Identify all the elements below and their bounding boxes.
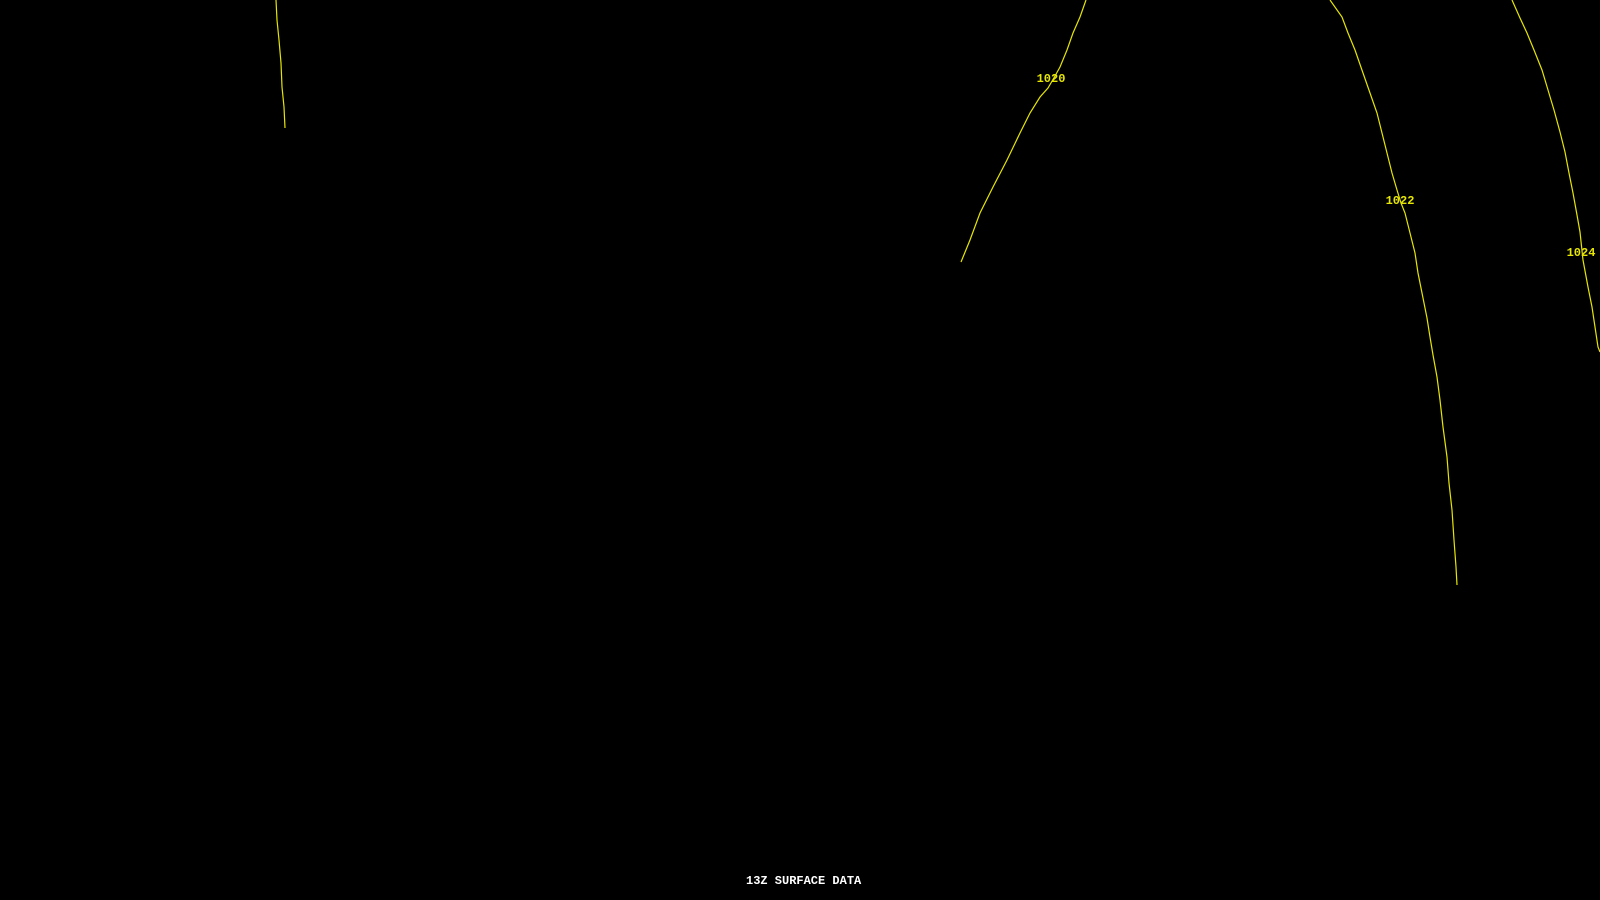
isobar-label-1022: 1022 xyxy=(1386,194,1415,208)
isobar-label-1024: 1024 xyxy=(1567,246,1596,260)
isobar-line-1024 xyxy=(1511,0,1600,353)
map-footer-title: 13Z SURFACE DATA xyxy=(746,874,862,888)
isobar-line-1022 xyxy=(1329,0,1458,586)
isobar-label-1020: 1020 xyxy=(1037,72,1066,86)
isobar-line-1020 xyxy=(960,0,1087,263)
isobar-line-unlabeled xyxy=(275,0,286,129)
